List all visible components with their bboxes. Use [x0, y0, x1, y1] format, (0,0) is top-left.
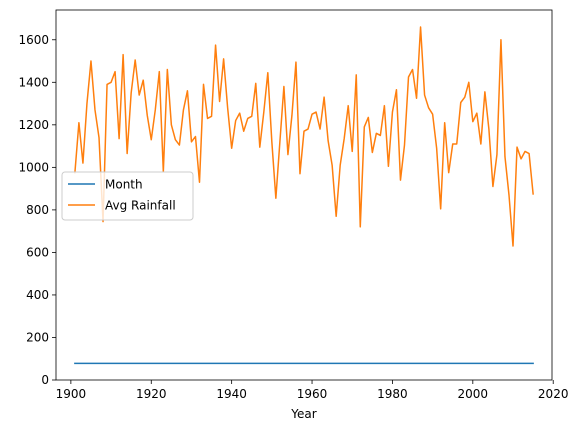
y-tick-label: 800 [26, 203, 49, 217]
x-tick-label: 2020 [538, 387, 569, 401]
y-axis: 0 200 400 600 800 1000 1200 1400 1600 [18, 33, 56, 387]
x-tick-label: 1900 [56, 387, 87, 401]
x-tick-label: 1960 [297, 387, 328, 401]
y-tick-label: 1400 [18, 75, 49, 89]
y-tick-label: 1200 [18, 118, 49, 132]
y-tick-label: 0 [41, 373, 49, 387]
x-tick-label: 1940 [216, 387, 247, 401]
x-tick-label: 2000 [458, 387, 489, 401]
x-tick-label: 1920 [136, 387, 167, 401]
x-axis-label: Year [290, 407, 316, 421]
y-tick-label: 600 [26, 245, 49, 259]
x-tick-label: 1980 [377, 387, 408, 401]
legend-label: Month [105, 178, 143, 192]
legend: Month Avg Rainfall [61, 171, 194, 221]
y-tick-label: 1000 [18, 160, 49, 174]
x-axis: 1900 1920 1940 1960 1980 2000 2020 [56, 380, 569, 401]
series-layer [74, 26, 534, 365]
series-line-avg-rainfall [74, 26, 534, 247]
y-tick-label: 200 [26, 330, 49, 344]
y-tick-label: 1600 [18, 33, 49, 47]
legend-label: Avg Rainfall [105, 199, 176, 213]
y-tick-label: 400 [26, 288, 49, 302]
plot-frame [55, 9, 553, 381]
